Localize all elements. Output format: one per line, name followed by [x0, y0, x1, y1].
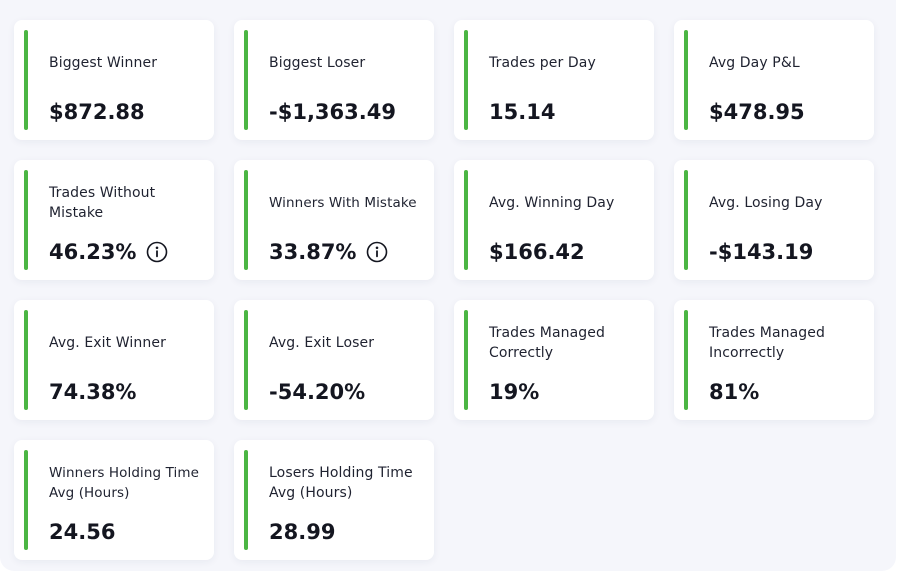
stat-value: 81%	[709, 380, 760, 404]
stat-label: Trades Without Mistake	[49, 185, 156, 221]
stat-label: Biggest Loser	[269, 55, 366, 71]
card-accent-bar	[24, 170, 28, 270]
stat-label: Trades per Day	[489, 55, 596, 71]
stats-grid: Biggest Winner $872.88 Biggest Loser -$1…	[14, 20, 874, 560]
stat-card-trades-managed-incorrectly: Trades Managed Incorrectly 81%	[674, 300, 874, 420]
stat-label: Avg. Winning Day	[489, 195, 615, 211]
info-circle-icon[interactable]	[366, 241, 388, 263]
stat-card-biggest-loser: Biggest Loser -$1,363.49	[234, 20, 434, 140]
stat-card-avg-day-pnl: Avg Day P&L $478.95	[674, 20, 874, 140]
stat-value: 74.38%	[49, 380, 137, 404]
card-accent-bar	[464, 170, 468, 270]
card-accent-bar	[244, 450, 248, 550]
stat-card-trades-per-day: Trades per Day 15.14	[454, 20, 654, 140]
stat-card-avg-losing-day: Avg. Losing Day -$143.19	[674, 160, 874, 280]
stat-value: 46.23%	[49, 238, 168, 266]
stat-label: Winners With Mistake	[269, 195, 417, 211]
stat-value: 24.56	[49, 520, 116, 544]
stat-value: 15.14	[489, 100, 556, 124]
card-accent-bar	[24, 30, 28, 130]
stat-card-biggest-winner: Biggest Winner $872.88	[14, 20, 214, 140]
stat-label: Avg. Exit Loser	[269, 335, 375, 351]
stat-label: Avg. Losing Day	[709, 195, 823, 211]
stat-value: -$143.19	[709, 240, 814, 264]
card-accent-bar	[24, 450, 28, 550]
card-accent-bar	[244, 310, 248, 410]
stat-label: Winners Holding Time Avg (Hours)	[49, 465, 200, 501]
stat-value: -54.20%	[269, 380, 366, 404]
stat-value: $872.88	[49, 100, 145, 124]
stat-card-avg-exit-loser: Avg. Exit Loser -54.20%	[234, 300, 434, 420]
stat-value: -$1,363.49	[269, 100, 396, 124]
card-accent-bar	[24, 310, 28, 410]
stat-label: Trades Managed Correctly	[489, 325, 605, 361]
card-accent-bar	[684, 310, 688, 410]
stat-label: Biggest Winner	[49, 55, 158, 71]
stat-value: 28.99	[269, 520, 336, 544]
card-accent-bar	[244, 170, 248, 270]
card-accent-bar	[684, 30, 688, 130]
card-accent-bar	[464, 310, 468, 410]
card-accent-bar	[684, 170, 688, 270]
stat-card-losers-holding-time: Losers Holding Time Avg (Hours) 28.99	[234, 440, 434, 560]
stat-label: Avg Day P&L	[709, 55, 800, 71]
stat-value: 19%	[489, 380, 540, 404]
stat-label: Avg. Exit Winner	[49, 335, 166, 351]
stat-value: $478.95	[709, 100, 805, 124]
stat-card-winners-holding-time: Winners Holding Time Avg (Hours) 24.56	[14, 440, 214, 560]
stat-card-winners-with-mistake: Winners With Mistake 33.87%	[234, 160, 434, 280]
stat-card-avg-winning-day: Avg. Winning Day $166.42	[454, 160, 654, 280]
stat-value: $166.42	[489, 240, 585, 264]
info-circle-icon[interactable]	[146, 241, 168, 263]
stat-label: Trades Managed Incorrectly	[709, 325, 825, 361]
stat-label: Losers Holding Time Avg (Hours)	[269, 465, 413, 501]
stat-value: 33.87%	[269, 238, 388, 266]
stat-card-trades-managed-correctly: Trades Managed Correctly 19%	[454, 300, 654, 420]
stat-card-avg-exit-winner: Avg. Exit Winner 74.38%	[14, 300, 214, 420]
stat-card-trades-without-mistake: Trades Without Mistake 46.23%	[14, 160, 214, 280]
card-accent-bar	[464, 30, 468, 130]
card-accent-bar	[244, 30, 248, 130]
